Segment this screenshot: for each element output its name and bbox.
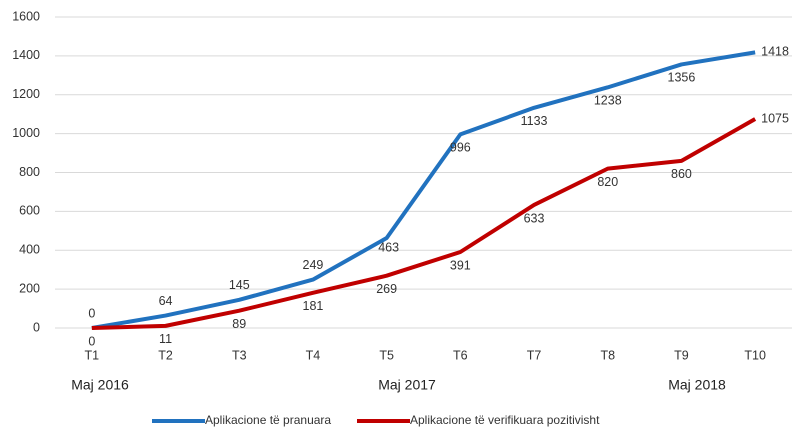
y-tick-label: 600 xyxy=(19,204,40,218)
data-label: 145 xyxy=(229,278,250,292)
x-tick-label: T1 xyxy=(85,348,100,362)
data-label: 1075 xyxy=(761,111,789,125)
annotation: Maj 2018 xyxy=(668,377,726,393)
x-tick-label: T7 xyxy=(527,348,542,362)
y-tick-label: 1600 xyxy=(12,9,40,23)
y-tick-label: 1200 xyxy=(12,87,40,101)
data-label: 1356 xyxy=(668,71,696,85)
x-tick-label: T8 xyxy=(600,348,615,362)
data-label: 11 xyxy=(159,332,172,346)
data-label: 860 xyxy=(671,167,692,181)
y-tick-label: 1000 xyxy=(12,126,40,140)
y-tick-label: 0 xyxy=(33,320,40,334)
x-tick-label: T5 xyxy=(379,348,394,362)
data-label: 463 xyxy=(378,240,399,254)
x-tick-label: T4 xyxy=(306,348,321,362)
data-label: 89 xyxy=(232,317,246,331)
data-label: 269 xyxy=(376,282,397,296)
annotation: Maj 2017 xyxy=(378,377,436,393)
x-tick-label: T10 xyxy=(744,348,766,362)
data-label: 391 xyxy=(450,258,471,272)
y-tick-label: 400 xyxy=(19,243,40,257)
data-label: 996 xyxy=(450,141,471,155)
data-label: 181 xyxy=(303,299,324,313)
series-line xyxy=(91,117,757,330)
data-label: 0 xyxy=(88,306,95,320)
data-label: 1133 xyxy=(521,114,548,128)
data-label: 1238 xyxy=(594,94,622,108)
data-label: 249 xyxy=(303,258,324,272)
data-label: 64 xyxy=(159,294,173,308)
annotation: Maj 2016 xyxy=(71,377,129,393)
x-tick-label: T9 xyxy=(674,348,689,362)
x-tick-label: T2 xyxy=(158,348,173,362)
y-tick-label: 1400 xyxy=(12,48,40,62)
legend-label: Aplikacione të verifikuara pozitivisht xyxy=(410,413,600,427)
x-tick-label: T3 xyxy=(232,348,247,362)
y-tick-label: 800 xyxy=(19,165,40,179)
series-line xyxy=(91,50,756,330)
y-tick-label: 200 xyxy=(19,281,40,295)
x-tick-label: T6 xyxy=(453,348,468,362)
data-label: 633 xyxy=(524,211,545,225)
data-label: 1418 xyxy=(761,45,789,59)
data-label: 0 xyxy=(88,334,95,348)
data-label: 820 xyxy=(597,175,618,189)
legend-label: Aplikacione të pranuara xyxy=(205,413,331,427)
